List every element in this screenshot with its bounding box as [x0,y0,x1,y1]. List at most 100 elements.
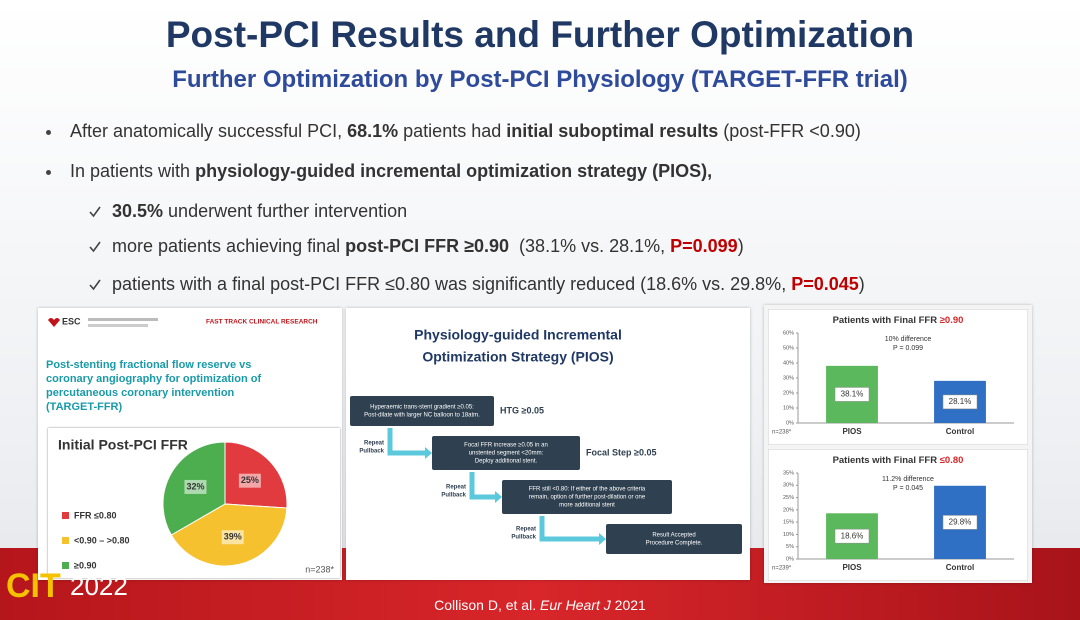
annotation: 11.2% difference [882,476,934,483]
label-box [942,515,978,530]
step-text: Focal FFR increase ≥0.05 in an [464,443,548,449]
step-box [350,396,494,426]
sample-note: n=238* [305,564,334,574]
flowchart: Physiology-guided Incremental Optimizatio… [350,327,742,554]
flow-arrow [469,472,496,500]
x-tick-label: PIOS [842,427,862,436]
value-label: 29.8% [949,517,972,526]
bullet-segment: patients with a final post-PCI FFR ≤0.80… [112,274,792,294]
chart-title-highlight: ≥0.90 [940,315,964,326]
label-box [834,528,870,544]
arrow-label: Pullback [511,535,536,541]
arrow-head [425,447,432,459]
label-box [221,530,244,545]
logo-year: 2022 [70,571,128,601]
legend-swatch [62,537,69,544]
label-box [942,394,978,410]
y-tick-label: 35% [783,470,794,476]
flow-arrow [539,516,600,542]
arrow-label: Repeat [516,527,536,533]
step-text: Procedure Complete. [646,541,703,547]
slice-label: 32% [186,481,204,491]
flowchart-title: Physiology-guided Incremental [414,327,622,343]
slice-label: 39% [224,532,242,542]
chart-title-text: Patients with Final FFR [833,315,940,326]
step-text: Hyperaemic trans-stent gradient ≥0.05: [370,405,474,411]
arrow-head [495,491,502,503]
chart: Patients with Final FFR ≤0.80 11.2% diffe… [768,449,1028,581]
pie-title: Initial Post-PCI FFR [58,437,188,453]
legend-swatch [62,512,69,519]
journal-line [88,318,158,321]
citation-part: Eur Heart J [539,597,611,613]
bullet-text: 30.5% underwent further intervention [112,201,407,222]
chart: Initial Post-PCI FFR 25% FFR ≤0.80 39% <0.90… [58,437,334,575]
flowchart-panel: Physiology-guided Incremental Optimizatio… [346,308,750,580]
y-tick-label: 50% [783,345,794,351]
value-label: 38.1% [841,390,864,399]
chart-title: Patients with Final FFR ≥0.90 [833,315,964,326]
slide-title: Post-PCI Results and Further Optimizatio… [165,14,915,55]
bullet-segment: (post-FFR <0.90) [718,121,861,141]
bullet-segment: patients had [398,121,507,141]
check-icon [89,279,101,291]
value-label: 18.6% [841,531,864,540]
legend-label: FFR ≤0.80 [74,510,116,520]
paper-title-line: (TARGET-FFR) [46,401,123,413]
paper-title-line: percutaneous coronary intervention [46,387,235,399]
y-tick-label: 20% [783,507,794,513]
bullet-segment: physiology-guided incremental optimizati… [195,161,713,181]
slide-subtitle: Further Optimization by Post-PCI Physiol… [172,66,908,93]
arrow-head [599,533,606,545]
bullet-dot [46,130,51,135]
annotation: P = 0.099 [893,345,923,352]
x-tick-label: Control [946,427,974,436]
label-box [834,387,870,402]
annotation: P = 0.045 [893,485,923,492]
y-tick-label: 10% [783,532,794,538]
step-text: unstented segment <20mm: [469,451,544,457]
paper-title-line: Post-stenting fractional flow reserve vs [46,359,251,371]
y-tick-label: 30% [783,483,794,489]
bullet-segment: In patients with [70,161,196,181]
step-criterion: HTG ≥0.05 [500,405,544,415]
sample-note: n=239* [772,566,792,572]
bullet-segment: P=0.099 [670,236,738,256]
y-tick-label: 30% [783,375,794,381]
chart-bg [768,449,1028,581]
slice-label: 25% [241,475,259,485]
sample-note: n=238* [772,430,792,436]
value-label: 28.1% [949,397,972,406]
paper-title-line: coronary angiography for optimization of [46,373,261,385]
paper-header: ESC FAST TRACK CLINICAL RESEARCH Post-st… [46,316,318,413]
bullet-segment: ) [737,236,744,256]
chart-title-text: Patients with Final FFR [833,455,940,466]
citation-part: Collison D, et al. [434,597,540,613]
citation-part: 2021 [610,597,646,613]
logo-mark: CIT [6,567,61,605]
arrow-label: Pullback [441,493,466,499]
arrow-label: Repeat [446,485,466,491]
chart-title-highlight: ≤0.80 [940,455,964,466]
check-icon [89,206,101,218]
bullet-segment: initial suboptimal results [506,121,719,141]
check-path [89,279,101,291]
bullet-text: more patients achieving final post-PCI F… [112,236,744,257]
cit-logo: CIT 2022 [6,567,128,605]
y-tick-label: 15% [783,520,794,526]
flowchart-title: Optimization Strategy (PIOS) [422,349,613,365]
legend-swatch [62,562,69,569]
citation: Collison D, et al. Eur Heart J 2021 [0,597,1080,613]
bullet-dot [46,170,51,175]
step-text: Result Accepted [652,533,695,539]
legend-label: <0.90 – >0.80 [74,535,130,545]
esc-heart-icon [48,318,60,327]
chart: Patients with Final FFR ≥0.90 10% differe… [768,309,1028,445]
arrow-label: Repeat [364,441,384,447]
step-text: FFR still <0.80: If either of the above … [529,487,646,493]
bullet-segment: 68.1% [347,121,399,141]
y-tick-label: 0% [786,420,794,426]
bullet-segment: post-PCI FFR ≥0.90 [345,236,510,256]
bullet-text: In patients with physiology-guided incre… [70,161,712,182]
